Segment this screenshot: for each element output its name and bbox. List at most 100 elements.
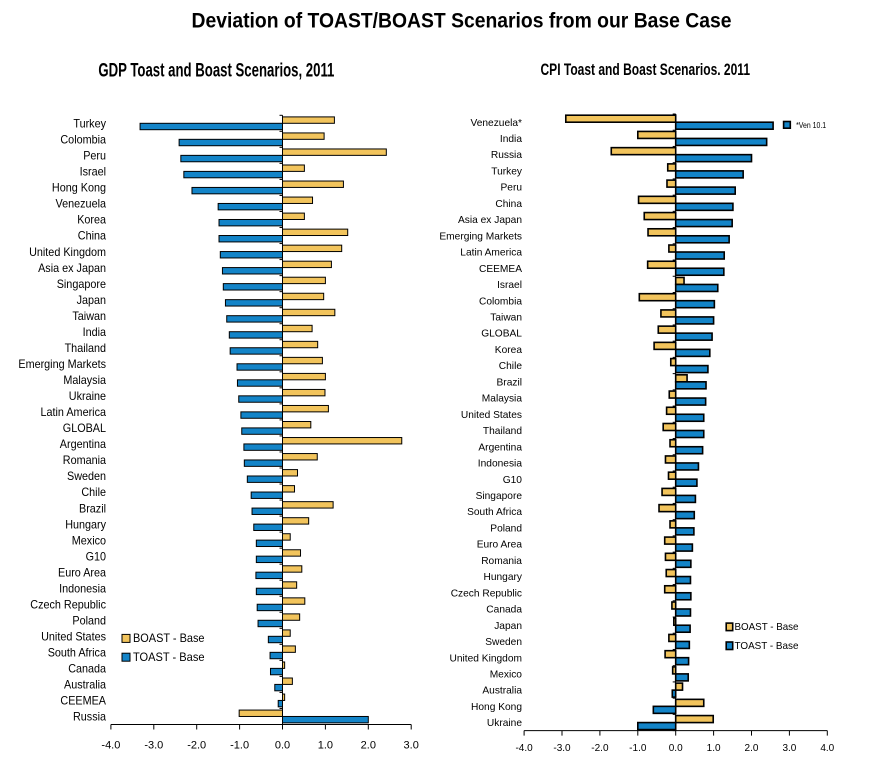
svg-text:India: India (83, 325, 107, 339)
svg-text:TOAST - Base: TOAST - Base (133, 650, 205, 664)
svg-text:Mexico: Mexico (490, 669, 522, 681)
svg-text:Hong Kong: Hong Kong (52, 181, 106, 195)
svg-text:G10: G10 (86, 549, 107, 563)
svg-text:Euro Area: Euro Area (477, 539, 522, 551)
svg-text:Israel: Israel (80, 165, 106, 179)
svg-text:BOAST - Base: BOAST - Base (735, 621, 799, 633)
svg-text:CEEMEA: CEEMEA (479, 263, 522, 275)
svg-text:Peru: Peru (83, 149, 106, 163)
svg-text:Czech Republic: Czech Republic (30, 598, 106, 612)
svg-text:GLOBAL: GLOBAL (63, 421, 106, 435)
svg-text:United States: United States (41, 630, 106, 644)
svg-text:TOAST - Base: TOAST - Base (735, 640, 799, 652)
svg-text:2.0: 2.0 (745, 743, 759, 754)
svg-text:GLOBAL: GLOBAL (481, 328, 522, 340)
svg-text:Russia: Russia (491, 149, 522, 161)
svg-text:BOAST - Base: BOAST - Base (133, 631, 205, 645)
svg-text:0.0: 0.0 (669, 743, 683, 754)
svg-text:4.0: 4.0 (820, 743, 834, 754)
svg-text:Latin America: Latin America (460, 247, 522, 259)
svg-text:CPI Toast and Boast Scenarios.: CPI Toast and Boast Scenarios. 2011 (541, 60, 751, 79)
svg-text:China: China (78, 229, 106, 243)
svg-text:Thailand: Thailand (65, 341, 106, 355)
svg-text:-3.0: -3.0 (144, 740, 163, 752)
svg-text:Indonesia: Indonesia (59, 581, 106, 595)
svg-text:Singapore: Singapore (57, 277, 107, 291)
svg-text:2.0: 2.0 (361, 740, 376, 752)
svg-text:Singapore: Singapore (476, 490, 523, 502)
svg-text:Japan: Japan (494, 620, 522, 632)
svg-text:-1.0: -1.0 (629, 743, 647, 754)
svg-text:China: China (495, 198, 522, 210)
svg-text:Japan: Japan (77, 293, 106, 307)
svg-text:*Ven 10.1: *Ven 10.1 (796, 120, 826, 130)
svg-text:South Africa: South Africa (467, 506, 522, 518)
svg-text:Argentina: Argentina (60, 437, 106, 451)
svg-text:1.0: 1.0 (318, 740, 333, 752)
svg-text:-2.0: -2.0 (187, 740, 206, 752)
svg-text:Korea: Korea (77, 213, 106, 227)
svg-text:GDP Toast and Boast Scenarios,: GDP Toast and Boast Scenarios, 2011 (98, 61, 334, 82)
svg-text:3.0: 3.0 (404, 740, 419, 752)
svg-text:Venezuela: Venezuela (56, 197, 107, 211)
svg-text:Turkey: Turkey (73, 117, 106, 131)
svg-text:Korea: Korea (495, 344, 522, 356)
svg-text:Hong Kong: Hong Kong (471, 701, 522, 713)
svg-text:Colombia: Colombia (60, 133, 106, 147)
svg-text:CEEMEA: CEEMEA (60, 694, 106, 708)
svg-text:Brazil: Brazil (497, 376, 523, 388)
svg-text:India: India (500, 133, 522, 145)
svg-text:Euro Area: Euro Area (58, 565, 106, 579)
svg-text:Australia: Australia (64, 678, 106, 692)
svg-text:Colombia: Colombia (479, 295, 522, 307)
svg-text:Turkey: Turkey (491, 166, 522, 178)
svg-text:Thailand: Thailand (483, 425, 522, 437)
svg-text:Ukraine: Ukraine (69, 389, 106, 403)
svg-text:Poland: Poland (490, 522, 522, 534)
svg-text:G10: G10 (503, 474, 522, 486)
svg-text:0.0: 0.0 (275, 740, 290, 752)
svg-text:South Africa: South Africa (48, 646, 107, 660)
svg-text:Canada: Canada (68, 662, 106, 676)
svg-text:1.0: 1.0 (707, 743, 721, 754)
svg-text:Sweden: Sweden (67, 469, 106, 483)
svg-text:-1.0: -1.0 (230, 740, 249, 752)
svg-text:Hungary: Hungary (65, 517, 106, 531)
svg-text:Malaysia: Malaysia (482, 393, 522, 405)
svg-text:Canada: Canada (486, 604, 522, 616)
svg-text:Emerging Markets: Emerging Markets (439, 230, 522, 242)
svg-text:Peru: Peru (501, 182, 523, 194)
svg-text:Russia: Russia (73, 710, 106, 724)
svg-text:Asia ex Japan: Asia ex Japan (458, 214, 522, 226)
svg-text:Poland: Poland (72, 614, 106, 628)
svg-text:United Kingdom: United Kingdom (29, 245, 106, 259)
svg-text:Israel: Israel (497, 279, 522, 291)
svg-text:Ukraine: Ukraine (487, 717, 522, 729)
svg-text:Taiwan: Taiwan (490, 312, 522, 324)
svg-text:Czech Republic: Czech Republic (451, 587, 522, 599)
svg-text:Latin America: Latin America (41, 405, 107, 419)
svg-text:Brazil: Brazil (79, 501, 106, 515)
svg-text:Argentina: Argentina (478, 441, 522, 453)
svg-text:Mexico: Mexico (72, 533, 106, 547)
svg-text:Romania: Romania (481, 555, 522, 567)
svg-text:Chile: Chile (499, 360, 522, 372)
svg-text:Emerging Markets: Emerging Markets (18, 357, 106, 371)
svg-text:-2.0: -2.0 (591, 743, 609, 754)
svg-text:Chile: Chile (81, 485, 106, 499)
svg-text:Taiwan: Taiwan (72, 309, 106, 323)
svg-text:Indonesia: Indonesia (478, 458, 522, 470)
svg-text:3.0: 3.0 (782, 743, 796, 754)
svg-text:Sweden: Sweden (485, 636, 522, 648)
svg-text:United Kingdom: United Kingdom (450, 652, 523, 664)
svg-text:-3.0: -3.0 (553, 743, 571, 754)
svg-text:Deviation of TOAST/BOAST Scena: Deviation of TOAST/BOAST Scenarios from … (192, 10, 732, 33)
svg-text:Romania: Romania (63, 453, 106, 467)
svg-text:United States: United States (461, 409, 522, 421)
svg-text:Asia ex Japan: Asia ex Japan (38, 261, 106, 275)
svg-text:Venezuela*: Venezuela* (471, 117, 523, 129)
svg-text:Australia: Australia (482, 685, 522, 697)
svg-text:-4.0: -4.0 (101, 740, 120, 752)
svg-text:Malaysia: Malaysia (63, 373, 106, 387)
svg-text:Hungary: Hungary (484, 571, 523, 583)
